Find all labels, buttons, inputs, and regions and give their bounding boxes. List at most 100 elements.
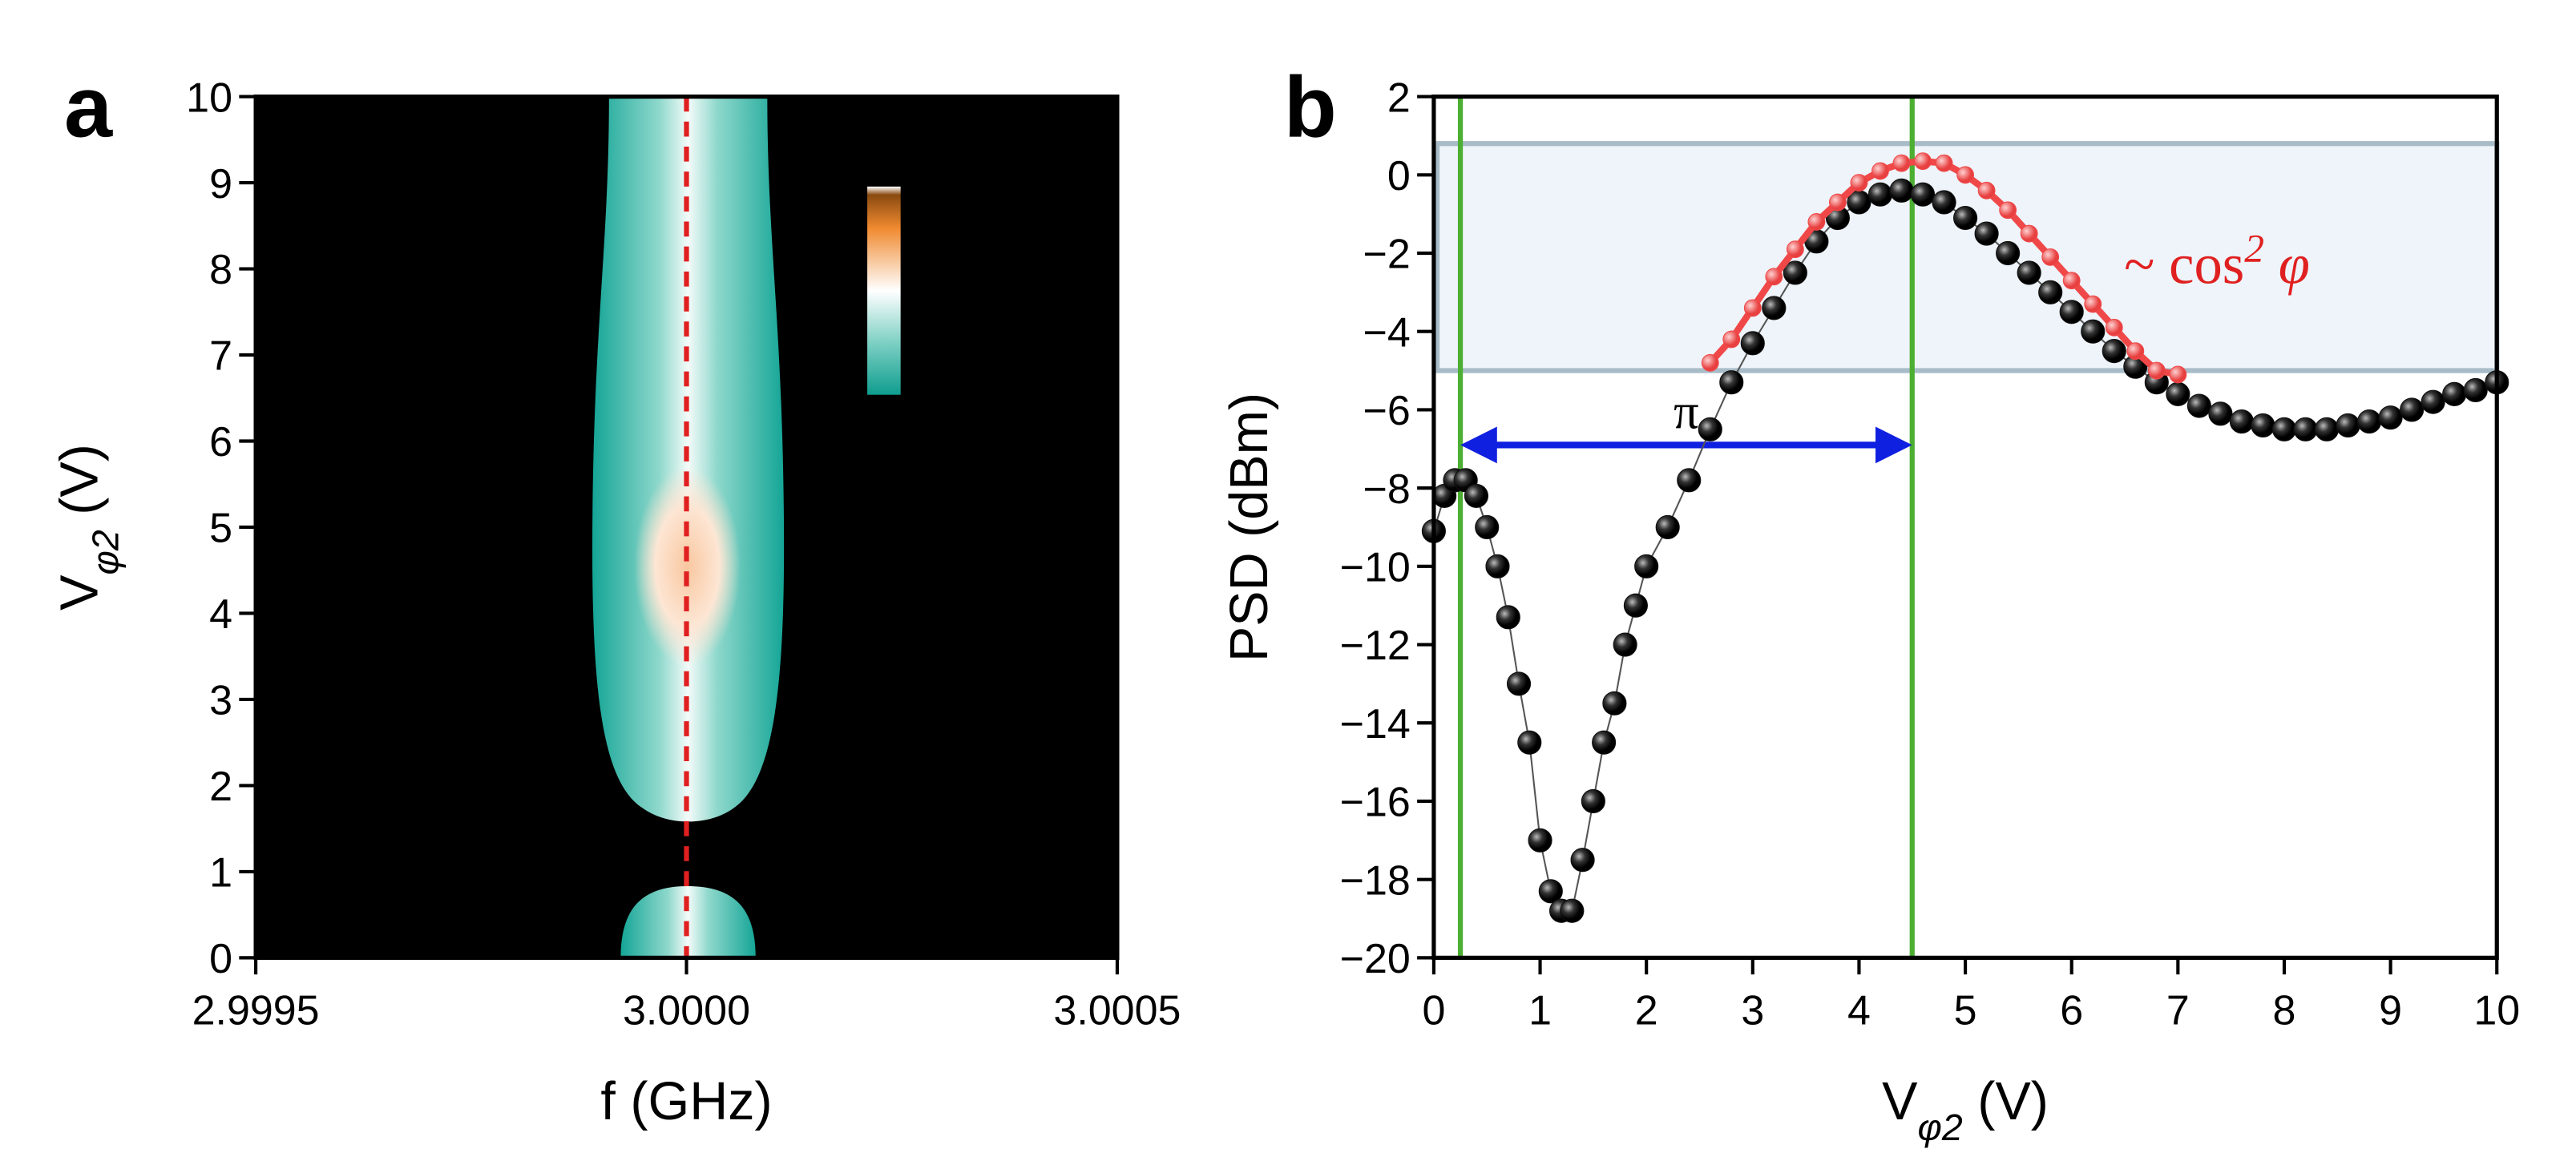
- y-tick-label: 2: [209, 764, 232, 810]
- point: [1765, 268, 1783, 286]
- axis-label: ~ cos2 φ: [2124, 226, 2310, 296]
- point: [2020, 224, 2038, 243]
- x-tick-label: 8: [2273, 988, 2296, 1034]
- arrow-label: π: [1674, 385, 1698, 440]
- point: [1953, 205, 1978, 231]
- point: [1719, 370, 1744, 395]
- point: [1892, 154, 1911, 172]
- y-tick-label: −12: [1340, 623, 1411, 669]
- point: [1889, 178, 1914, 203]
- point: [2421, 389, 2445, 414]
- x-tick-label: 2: [1635, 988, 1658, 1034]
- point: [2059, 300, 2084, 325]
- y-tick-label: 2: [1387, 75, 1411, 121]
- x-tick-label: 5: [1954, 988, 1977, 1034]
- point: [1560, 898, 1585, 923]
- label-part: (V): [1963, 1072, 2049, 1131]
- y-tick-label: 9: [209, 161, 232, 208]
- x-tick-label: 3: [1741, 988, 1764, 1034]
- point: [1464, 483, 1489, 508]
- chart-0: a PSD (dBm) 10.00 −15.00 2.9995 3.0000 3.0005 0…: [64, 58, 1181, 1131]
- colorbar: [867, 186, 901, 395]
- point: [1701, 353, 1719, 372]
- x-tick-label: 10: [2473, 988, 2520, 1034]
- heatmap-core: [634, 466, 741, 667]
- point: [2400, 397, 2425, 422]
- point: [1613, 632, 1637, 657]
- point: [2208, 401, 2233, 426]
- point: [1914, 152, 1932, 171]
- point: [1867, 182, 1893, 207]
- point: [1538, 879, 1563, 904]
- point: [1634, 554, 1659, 578]
- label-part: φ: [2264, 233, 2310, 296]
- x-tick-label: 6: [2060, 988, 2083, 1034]
- point: [1506, 671, 1532, 696]
- point: [2357, 409, 2382, 434]
- point: [2336, 413, 2360, 438]
- x-tick-label: 3.0005: [1053, 988, 1181, 1034]
- label-part: φ2: [85, 530, 127, 574]
- point: [2041, 248, 2060, 266]
- point: [1996, 240, 2021, 266]
- x-tick-label: 9: [2379, 988, 2402, 1034]
- point: [2166, 381, 2190, 406]
- plot-frame: [1431, 94, 2499, 960]
- point: [1496, 605, 1520, 630]
- point: [2186, 393, 2211, 418]
- point: [1677, 468, 1702, 493]
- y-tick-label: 10: [186, 75, 232, 121]
- y-tick-label: 8: [209, 247, 232, 293]
- x-tick-label: 3.0000: [623, 988, 750, 1034]
- point: [2463, 377, 2488, 403]
- point: [2081, 319, 2106, 344]
- point: [1850, 174, 1868, 191]
- point: [2105, 318, 2123, 337]
- y-tick-label: 7: [209, 333, 232, 380]
- point: [1935, 154, 1953, 172]
- y-tick-label: −18: [1340, 857, 1411, 904]
- x-tick-label: 2.9995: [192, 988, 320, 1034]
- point: [1829, 193, 1847, 212]
- point: [2126, 342, 2145, 361]
- point: [1956, 166, 1974, 184]
- chart-1: b0 1 2 3 4 5 6 7 8 9 10−20−18−16−14−12−10−8−6−4−20…: [1220, 58, 2520, 1034]
- point: [2062, 272, 2081, 290]
- y-tick-label: −10: [1340, 545, 1411, 591]
- point: [2169, 365, 2187, 384]
- y-tick-label: −8: [1363, 466, 1411, 513]
- point: [2442, 381, 2467, 406]
- point: [1485, 554, 1510, 578]
- point: [1910, 182, 1936, 207]
- y-tick-label: −4: [1363, 309, 1411, 356]
- point: [2102, 339, 2126, 364]
- point: [1786, 240, 1804, 259]
- point: [1581, 788, 1605, 814]
- point: [2314, 417, 2340, 441]
- y-axis-label: PSD (dBm): [1220, 393, 1279, 662]
- y-tick-label: −2: [1363, 232, 1411, 278]
- y-tick-label: −20: [1340, 936, 1411, 982]
- point: [1762, 296, 1787, 320]
- point: [1807, 212, 1826, 231]
- y-tick-label: 1: [209, 850, 232, 897]
- axis-label: Vφ2 (V): [1882, 1072, 2049, 1148]
- colorbar-label: −15.00: [934, 371, 1062, 417]
- label-part: φ2: [1918, 1107, 1963, 1148]
- point: [1570, 848, 1595, 873]
- point: [1974, 221, 1999, 246]
- y-tick-label: 0: [209, 936, 232, 982]
- point: [2271, 417, 2297, 441]
- y-tick-label: −14: [1340, 701, 1411, 748]
- point: [1999, 201, 2017, 220]
- point: [2251, 413, 2275, 438]
- point: [1602, 691, 1627, 716]
- x-tick-label: 4: [1847, 988, 1871, 1034]
- y-tick-label: 0: [1387, 153, 1411, 200]
- panel-label: b: [1284, 58, 1337, 155]
- label-part: ~ cos: [2124, 233, 2244, 296]
- point: [2084, 295, 2102, 313]
- x-tick-label: 0: [1422, 988, 1445, 1034]
- axis-label: Vφ2 (V): [50, 444, 127, 611]
